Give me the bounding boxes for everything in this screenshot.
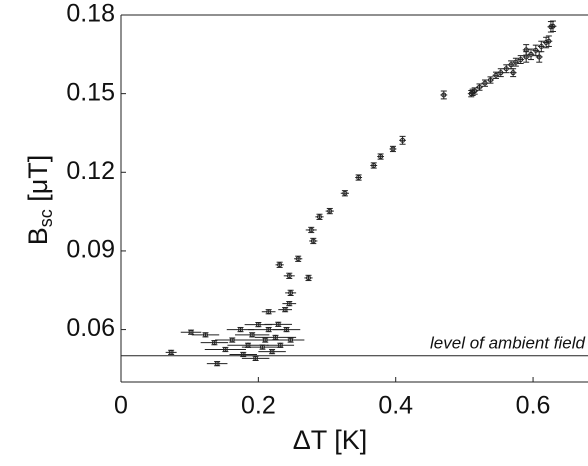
data-point (342, 190, 348, 196)
data-point (237, 327, 243, 333)
data-point (275, 321, 281, 327)
data-point (390, 146, 396, 152)
data-point (400, 137, 406, 143)
y-tick-label: 0.15 (66, 78, 115, 106)
data-point (286, 301, 292, 307)
data-point (538, 43, 544, 49)
data-point (543, 40, 549, 46)
data-point (378, 154, 384, 160)
data-point (487, 77, 493, 83)
data-point (493, 72, 499, 78)
annotation: level of ambient field (430, 333, 586, 352)
data-point (288, 290, 294, 296)
data-point (277, 262, 283, 268)
data-point (214, 361, 220, 367)
x-tick-label: 0.6 (516, 392, 551, 420)
y-tick-label: 0.18 (66, 0, 115, 28)
data-point (255, 322, 261, 328)
data-point (168, 349, 174, 355)
data-point (202, 332, 208, 338)
y-tick-label: 0.09 (66, 236, 115, 264)
data-point (266, 309, 272, 315)
data-point (528, 51, 534, 57)
data-point (305, 275, 311, 281)
data-point (249, 332, 255, 338)
data-point (277, 342, 283, 348)
data-point (284, 327, 290, 333)
data-point (498, 70, 504, 76)
data-point (222, 346, 228, 352)
data-point (310, 238, 316, 244)
y-tick-label: 0.12 (66, 157, 115, 185)
data-point (229, 337, 235, 343)
data-point (546, 38, 552, 44)
y-axis-label: Bsc [μT] (23, 155, 56, 246)
data-point (262, 337, 268, 343)
data-point (269, 349, 275, 355)
y-tick-label: 0.06 (66, 314, 115, 342)
data-point (441, 92, 447, 98)
data-point (240, 351, 246, 357)
y-label-unit: [μT] (23, 155, 53, 210)
x-tick-label: 0.2 (241, 392, 276, 420)
data-point (286, 273, 292, 279)
x-tick-label: 0.4 (378, 392, 413, 420)
data-point (371, 162, 377, 168)
data-point (470, 89, 476, 95)
x-axis-label: ΔT [K] (293, 425, 368, 455)
x-tick-label: 0 (114, 392, 128, 420)
data-point (356, 175, 362, 181)
data-point (523, 47, 529, 53)
data-point (282, 307, 288, 313)
data-point (476, 84, 482, 90)
data-point (316, 214, 322, 220)
data-point (550, 23, 556, 29)
data-point (513, 59, 519, 65)
data-point (253, 355, 259, 361)
data-point (259, 344, 265, 350)
data-point (188, 329, 194, 335)
data-point (482, 80, 488, 86)
data-point (295, 256, 301, 262)
data-point (308, 227, 314, 233)
data-point (536, 54, 542, 60)
data-point (273, 334, 279, 340)
data-point (327, 208, 333, 214)
data-point (508, 62, 514, 68)
y-label-main: B (23, 227, 53, 245)
data-point (211, 340, 217, 346)
y-label-sub: sc (36, 209, 56, 227)
data-point (288, 337, 294, 343)
data-point (518, 57, 524, 63)
data-point (533, 47, 539, 53)
data-point (510, 70, 516, 76)
data-point (266, 327, 272, 333)
